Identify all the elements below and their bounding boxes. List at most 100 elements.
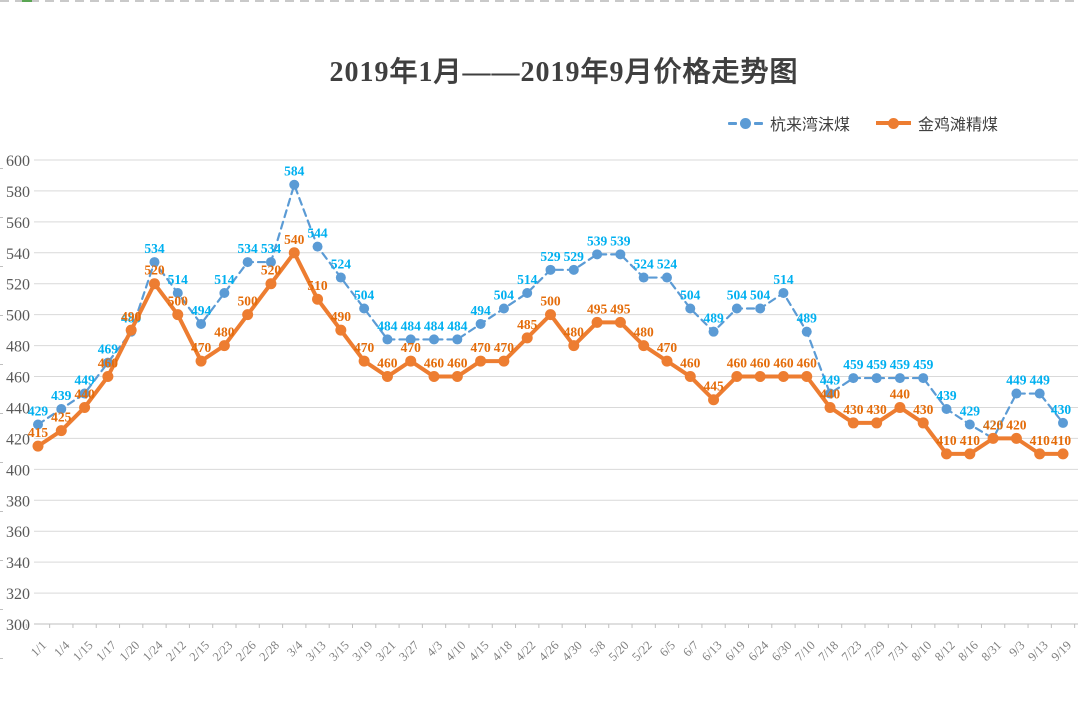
legend-item-jinjitan: 金鸡滩精煤 [876, 111, 998, 135]
x-axis-label: 3/13 [303, 638, 329, 664]
data-label: 440 [74, 386, 95, 401]
data-point [685, 303, 696, 314]
copy-marquee-border [0, 0, 1080, 2]
data-label: 500 [238, 294, 259, 309]
data-point [825, 388, 836, 399]
data-point [289, 179, 300, 190]
blue-dashed-line-marker-icon [728, 117, 763, 129]
data-point [731, 303, 742, 314]
data-label: 504 [750, 287, 771, 302]
data-point [102, 371, 114, 383]
data-label: 480 [634, 325, 655, 340]
x-axis-label: 4/3 [424, 638, 445, 659]
orange-solid-line-marker-icon [876, 117, 912, 129]
x-axis-label: 7/31 [885, 638, 911, 664]
data-point [848, 373, 859, 384]
data-point [1010, 432, 1022, 444]
data-label: 410 [960, 433, 981, 448]
y-axis-label: 520 [6, 277, 30, 294]
data-point [265, 278, 277, 290]
y-axis-label: 360 [6, 524, 30, 541]
data-point [195, 355, 207, 367]
data-label: 534 [261, 241, 282, 256]
data-point [1034, 388, 1045, 399]
x-axis-label: 8/10 [909, 638, 935, 664]
data-point [894, 401, 906, 413]
data-point [568, 264, 579, 275]
data-label: 520 [144, 263, 165, 278]
x-axis-label: 1/17 [93, 638, 119, 664]
x-axis-label: 9/19 [1048, 638, 1074, 664]
data-label: 500 [540, 294, 561, 309]
y-axis-label: 560 [6, 215, 30, 232]
data-point [777, 371, 789, 383]
data-label: 489 [797, 311, 818, 326]
data-point [79, 401, 91, 413]
data-label: 500 [168, 294, 189, 309]
data-label: 410 [1030, 433, 1051, 448]
x-axis-label: 9/3 [1006, 638, 1027, 659]
data-point [381, 371, 393, 383]
data-point [871, 417, 883, 429]
data-label: 480 [564, 325, 585, 340]
data-label: 504 [727, 287, 748, 302]
data-point [359, 303, 370, 314]
data-label: 425 [51, 410, 72, 425]
x-axis-label: 3/15 [326, 638, 352, 664]
y-axis-label: 580 [6, 184, 30, 201]
data-point [102, 357, 113, 368]
data-point [56, 404, 67, 415]
data-label: 540 [284, 232, 305, 247]
y-axis-label: 380 [6, 493, 30, 510]
x-axis-label: 4/22 [513, 638, 539, 664]
y-axis-label: 500 [6, 308, 30, 325]
x-axis-label: 5/20 [606, 638, 632, 664]
x-axis-label: 8/12 [932, 638, 958, 664]
data-point [1034, 448, 1046, 460]
data-label: 420 [983, 417, 1004, 432]
data-label: 445 [703, 379, 724, 394]
data-point [638, 340, 650, 352]
y-axis-label: 540 [6, 246, 30, 263]
data-point [661, 355, 673, 367]
data-label: 415 [28, 425, 49, 440]
legend-label-hangleiwan: 杭来湾沫煤 [770, 117, 851, 134]
data-point [428, 371, 440, 383]
y-axis-label: 480 [6, 339, 30, 356]
data-label: 524 [657, 257, 678, 272]
x-axis-label: 3/19 [350, 638, 376, 664]
data-point [429, 334, 440, 345]
data-label: 504 [354, 287, 375, 302]
data-point [638, 272, 649, 283]
x-axis-label: 1/15 [70, 638, 96, 664]
data-label: 430 [913, 402, 934, 417]
data-label: 514 [168, 272, 189, 287]
chart-legend: 杭来湾沫煤 金鸡滩精煤 [728, 108, 998, 138]
data-point [987, 432, 999, 444]
data-label: 460 [447, 356, 468, 371]
data-point [405, 334, 416, 345]
data-label: 524 [331, 257, 352, 272]
data-label: 420 [983, 417, 1004, 432]
data-point [312, 241, 323, 252]
data-point [778, 288, 789, 299]
data-point [218, 340, 230, 352]
y-axis-label: 600 [6, 153, 30, 170]
x-axis-label: 4/18 [489, 638, 515, 664]
data-label: 484 [401, 318, 422, 333]
data-label: 490 [121, 309, 142, 324]
x-axis-label: 3/27 [396, 638, 422, 664]
data-point [498, 355, 510, 367]
data-point [801, 326, 812, 337]
x-axis-label: 7/10 [792, 638, 818, 664]
data-point [964, 419, 975, 430]
x-axis-label: 1/20 [117, 638, 143, 664]
data-label: 520 [261, 263, 282, 278]
data-label: 470 [354, 340, 375, 355]
data-label: 544 [307, 226, 328, 241]
data-point [1058, 417, 1068, 428]
data-point [335, 272, 346, 283]
data-point [545, 264, 556, 275]
x-axis-label: 7/29 [862, 638, 888, 664]
data-label: 460 [377, 356, 398, 371]
